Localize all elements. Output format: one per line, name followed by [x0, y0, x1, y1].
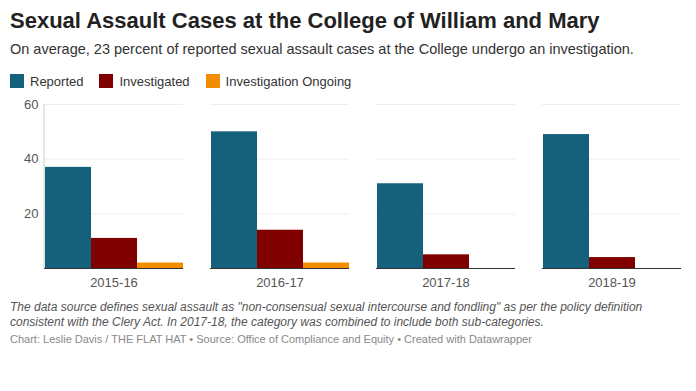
- svg-text:2015-16: 2015-16: [90, 275, 138, 290]
- html-text:Chart: Leslie Davis / THE FLAT: Chart: Leslie Davis / THE FLAT HAT • Sou…: [10, 333, 532, 345]
- svg-text:60: 60: [24, 97, 38, 112]
- html-text:Investigation Ongoing: Investigation Ongoing: [225, 73, 352, 89]
- html-text:On average, 23 percent of repo: On average, 23 percent of reported sexua…: [10, 41, 634, 57]
- svg-text:2017-18: 2017-18: [422, 275, 470, 290]
- html-text:Reported: Reported: [30, 73, 84, 89]
- svg-text:40: 40: [24, 151, 38, 166]
- html-text:Sexual Assault Cases at the Co: Sexual Assault Cases at the College of W…: [10, 8, 600, 33]
- svg-text:20: 20: [24, 206, 38, 221]
- svg-text:2016-17: 2016-17: [256, 275, 304, 290]
- html-text:Investigated: Investigated: [119, 73, 190, 89]
- html-text:The data source defines sexual: The data source defines sexual assault a…: [10, 300, 643, 329]
- svg-text:2018-19: 2018-19: [588, 275, 636, 290]
